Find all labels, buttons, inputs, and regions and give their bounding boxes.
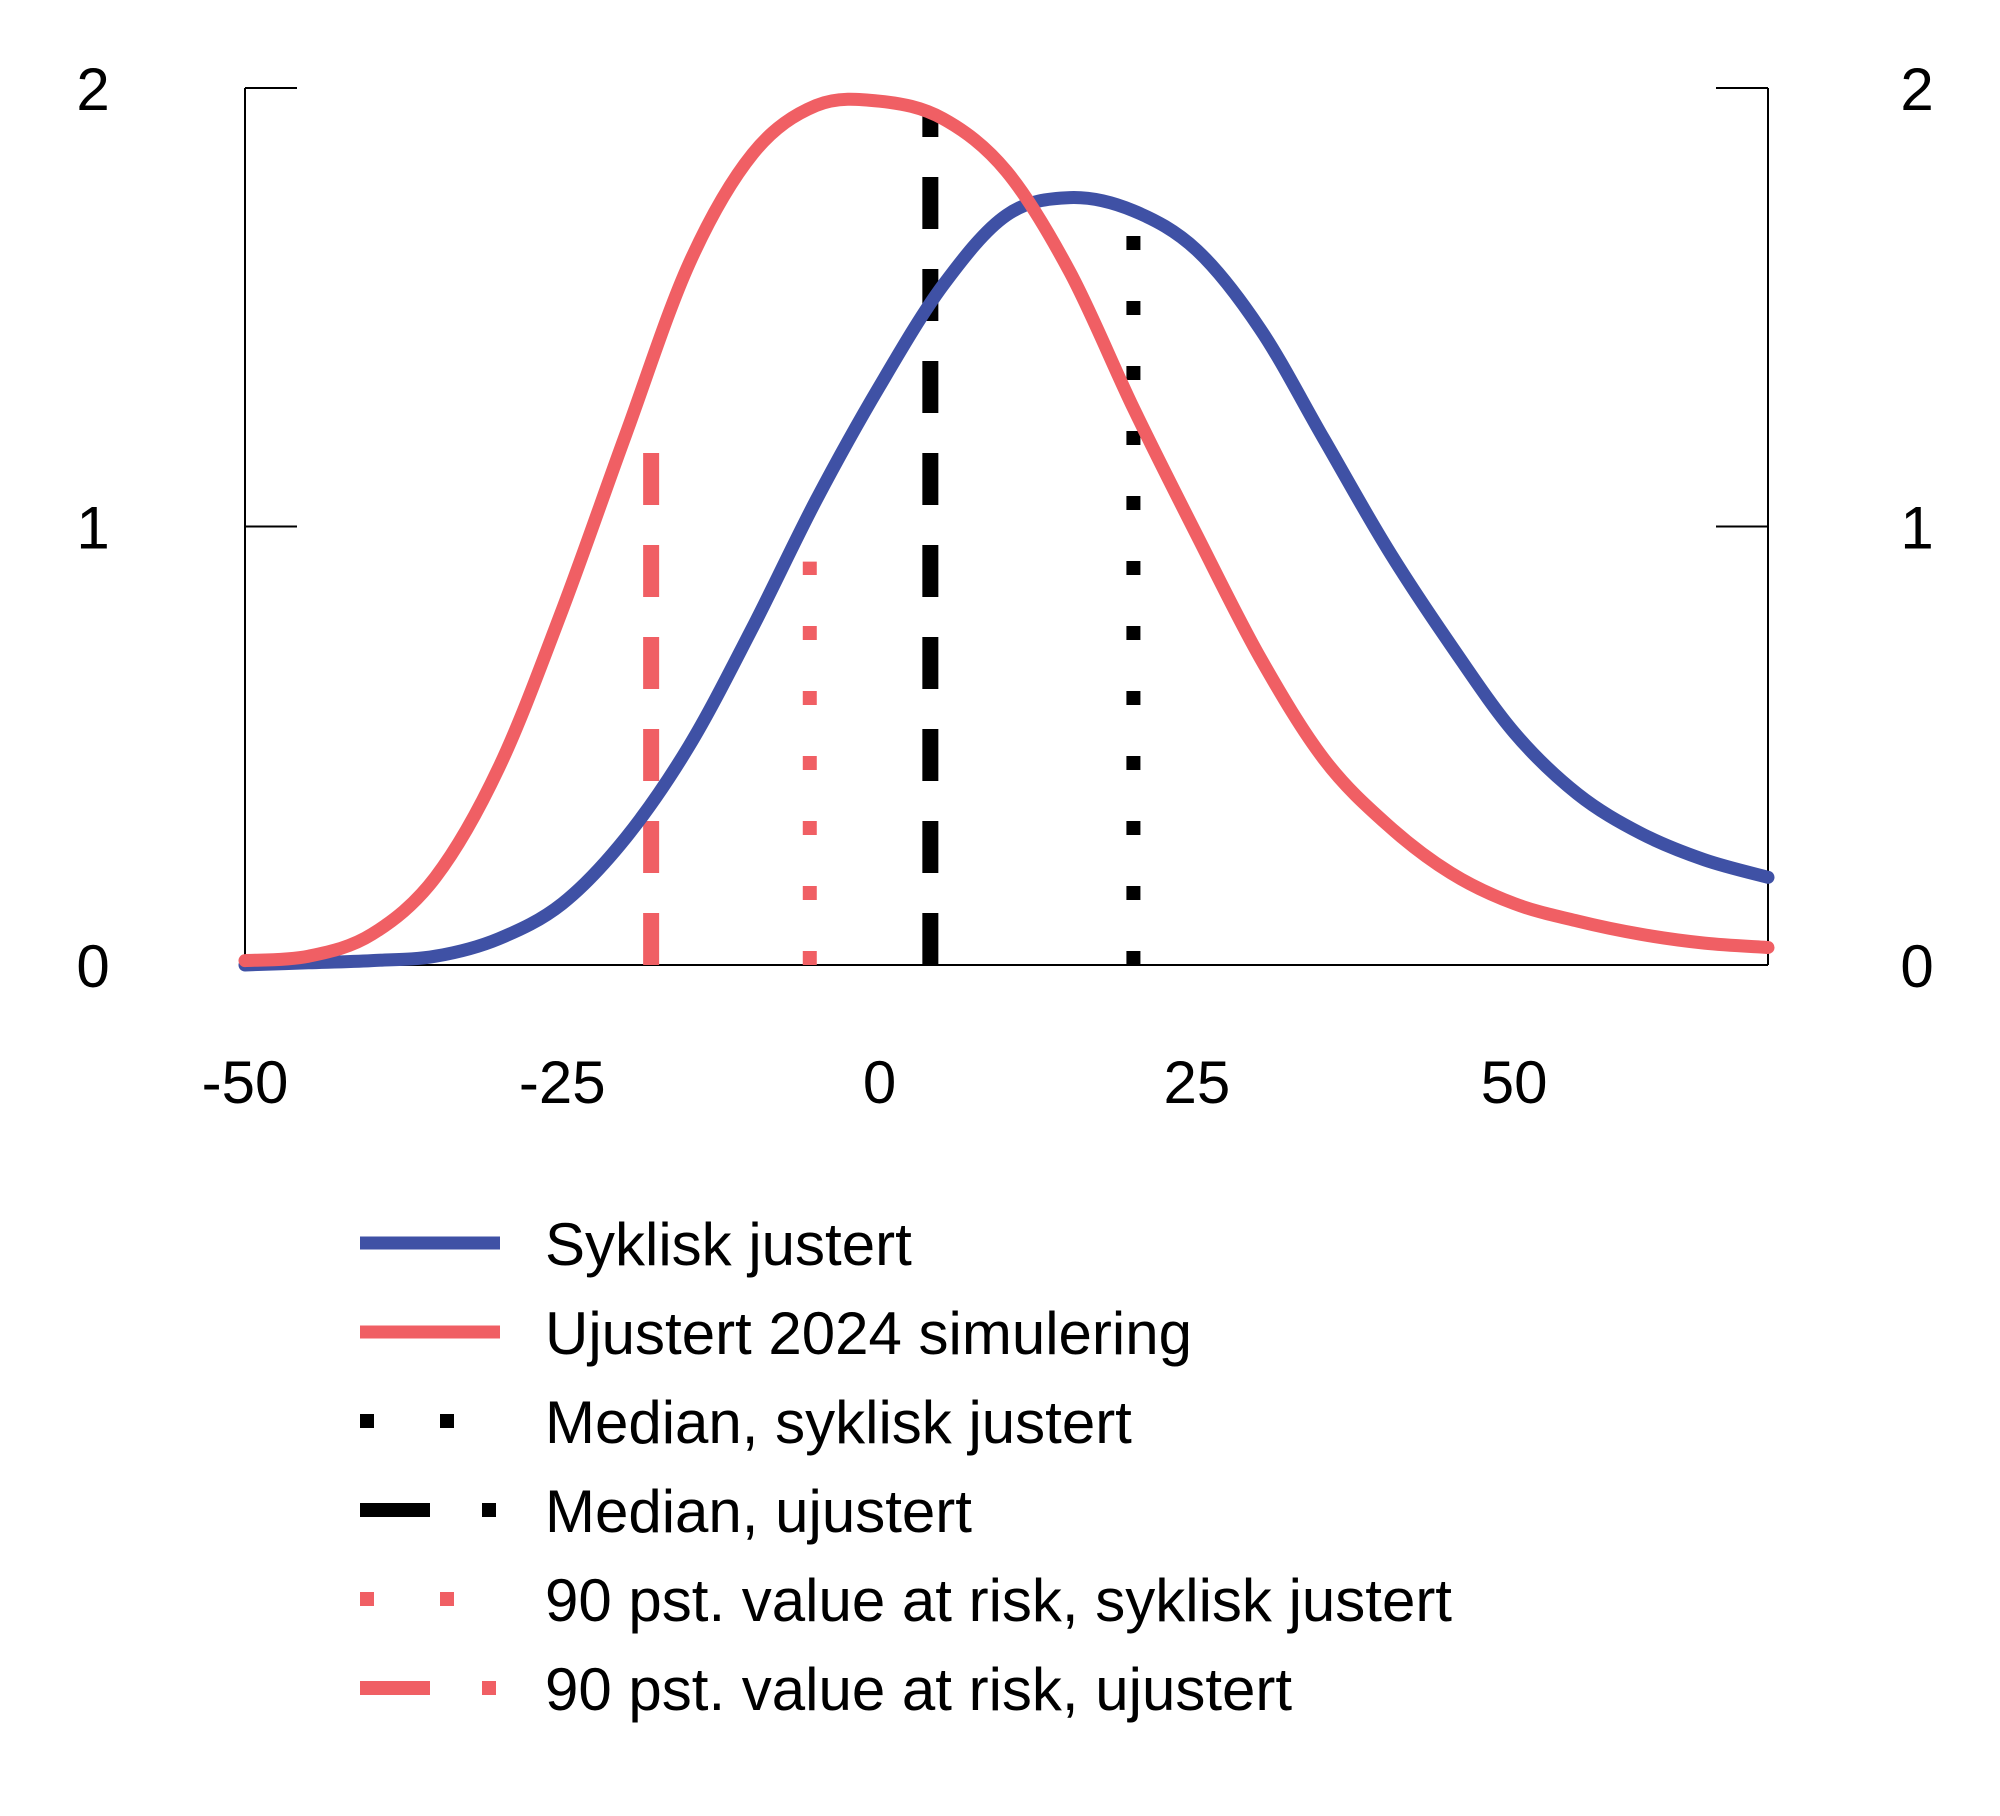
y-tick-label-left: 1 <box>76 495 109 562</box>
legend-entry-3: Median, syklisk justert <box>360 1389 1132 1456</box>
legend-entry-4: Median, ujustert <box>360 1478 972 1545</box>
series-line-2 <box>238 92 1775 968</box>
y-tick-label-right: 2 <box>1900 56 1933 123</box>
legend-entry-6: 90 pst. value at risk, ujustert <box>360 1656 1292 1723</box>
chart-legend: Syklisk justert Ujustert 2024 simulering M… <box>360 1211 1452 1723</box>
x-tick-label: -50 <box>202 1049 289 1116</box>
y-tick-label-right: 0 <box>1900 933 1933 1000</box>
y-tick-label-left: 0 <box>76 933 109 1000</box>
x-tick-label: 0 <box>863 1049 896 1116</box>
x-tick-label: 25 <box>1164 1049 1231 1116</box>
y-tick-label-left: 2 <box>76 56 109 123</box>
x-tick-label: -25 <box>519 1049 606 1116</box>
series-line-1 <box>238 191 1775 972</box>
y-tick-label-right: 1 <box>1900 495 1933 562</box>
legend-label: 90 pst. value at risk, ujustert <box>545 1656 1292 1723</box>
chart-plot-area <box>238 92 1775 972</box>
legend-entry-5: 90 pst. value at risk, syklisk justert <box>360 1567 1452 1634</box>
legend-label: Median, ujustert <box>545 1478 972 1545</box>
legend-entry-2: Ujustert 2024 simulering <box>360 1300 1192 1367</box>
legend-label: Ujustert 2024 simulering <box>545 1300 1192 1367</box>
legend-label: Median, syklisk justert <box>545 1389 1132 1456</box>
chart-axes: 0 0 1 1 2 2 -50 -25 0 25 50 <box>76 56 1933 1116</box>
legend-entry-1: Syklisk justert <box>360 1211 912 1278</box>
legend-label: 90 pst. value at risk, syklisk justert <box>545 1567 1452 1634</box>
x-tick-label: 50 <box>1481 1049 1548 1116</box>
legend-label: Syklisk justert <box>545 1211 912 1278</box>
